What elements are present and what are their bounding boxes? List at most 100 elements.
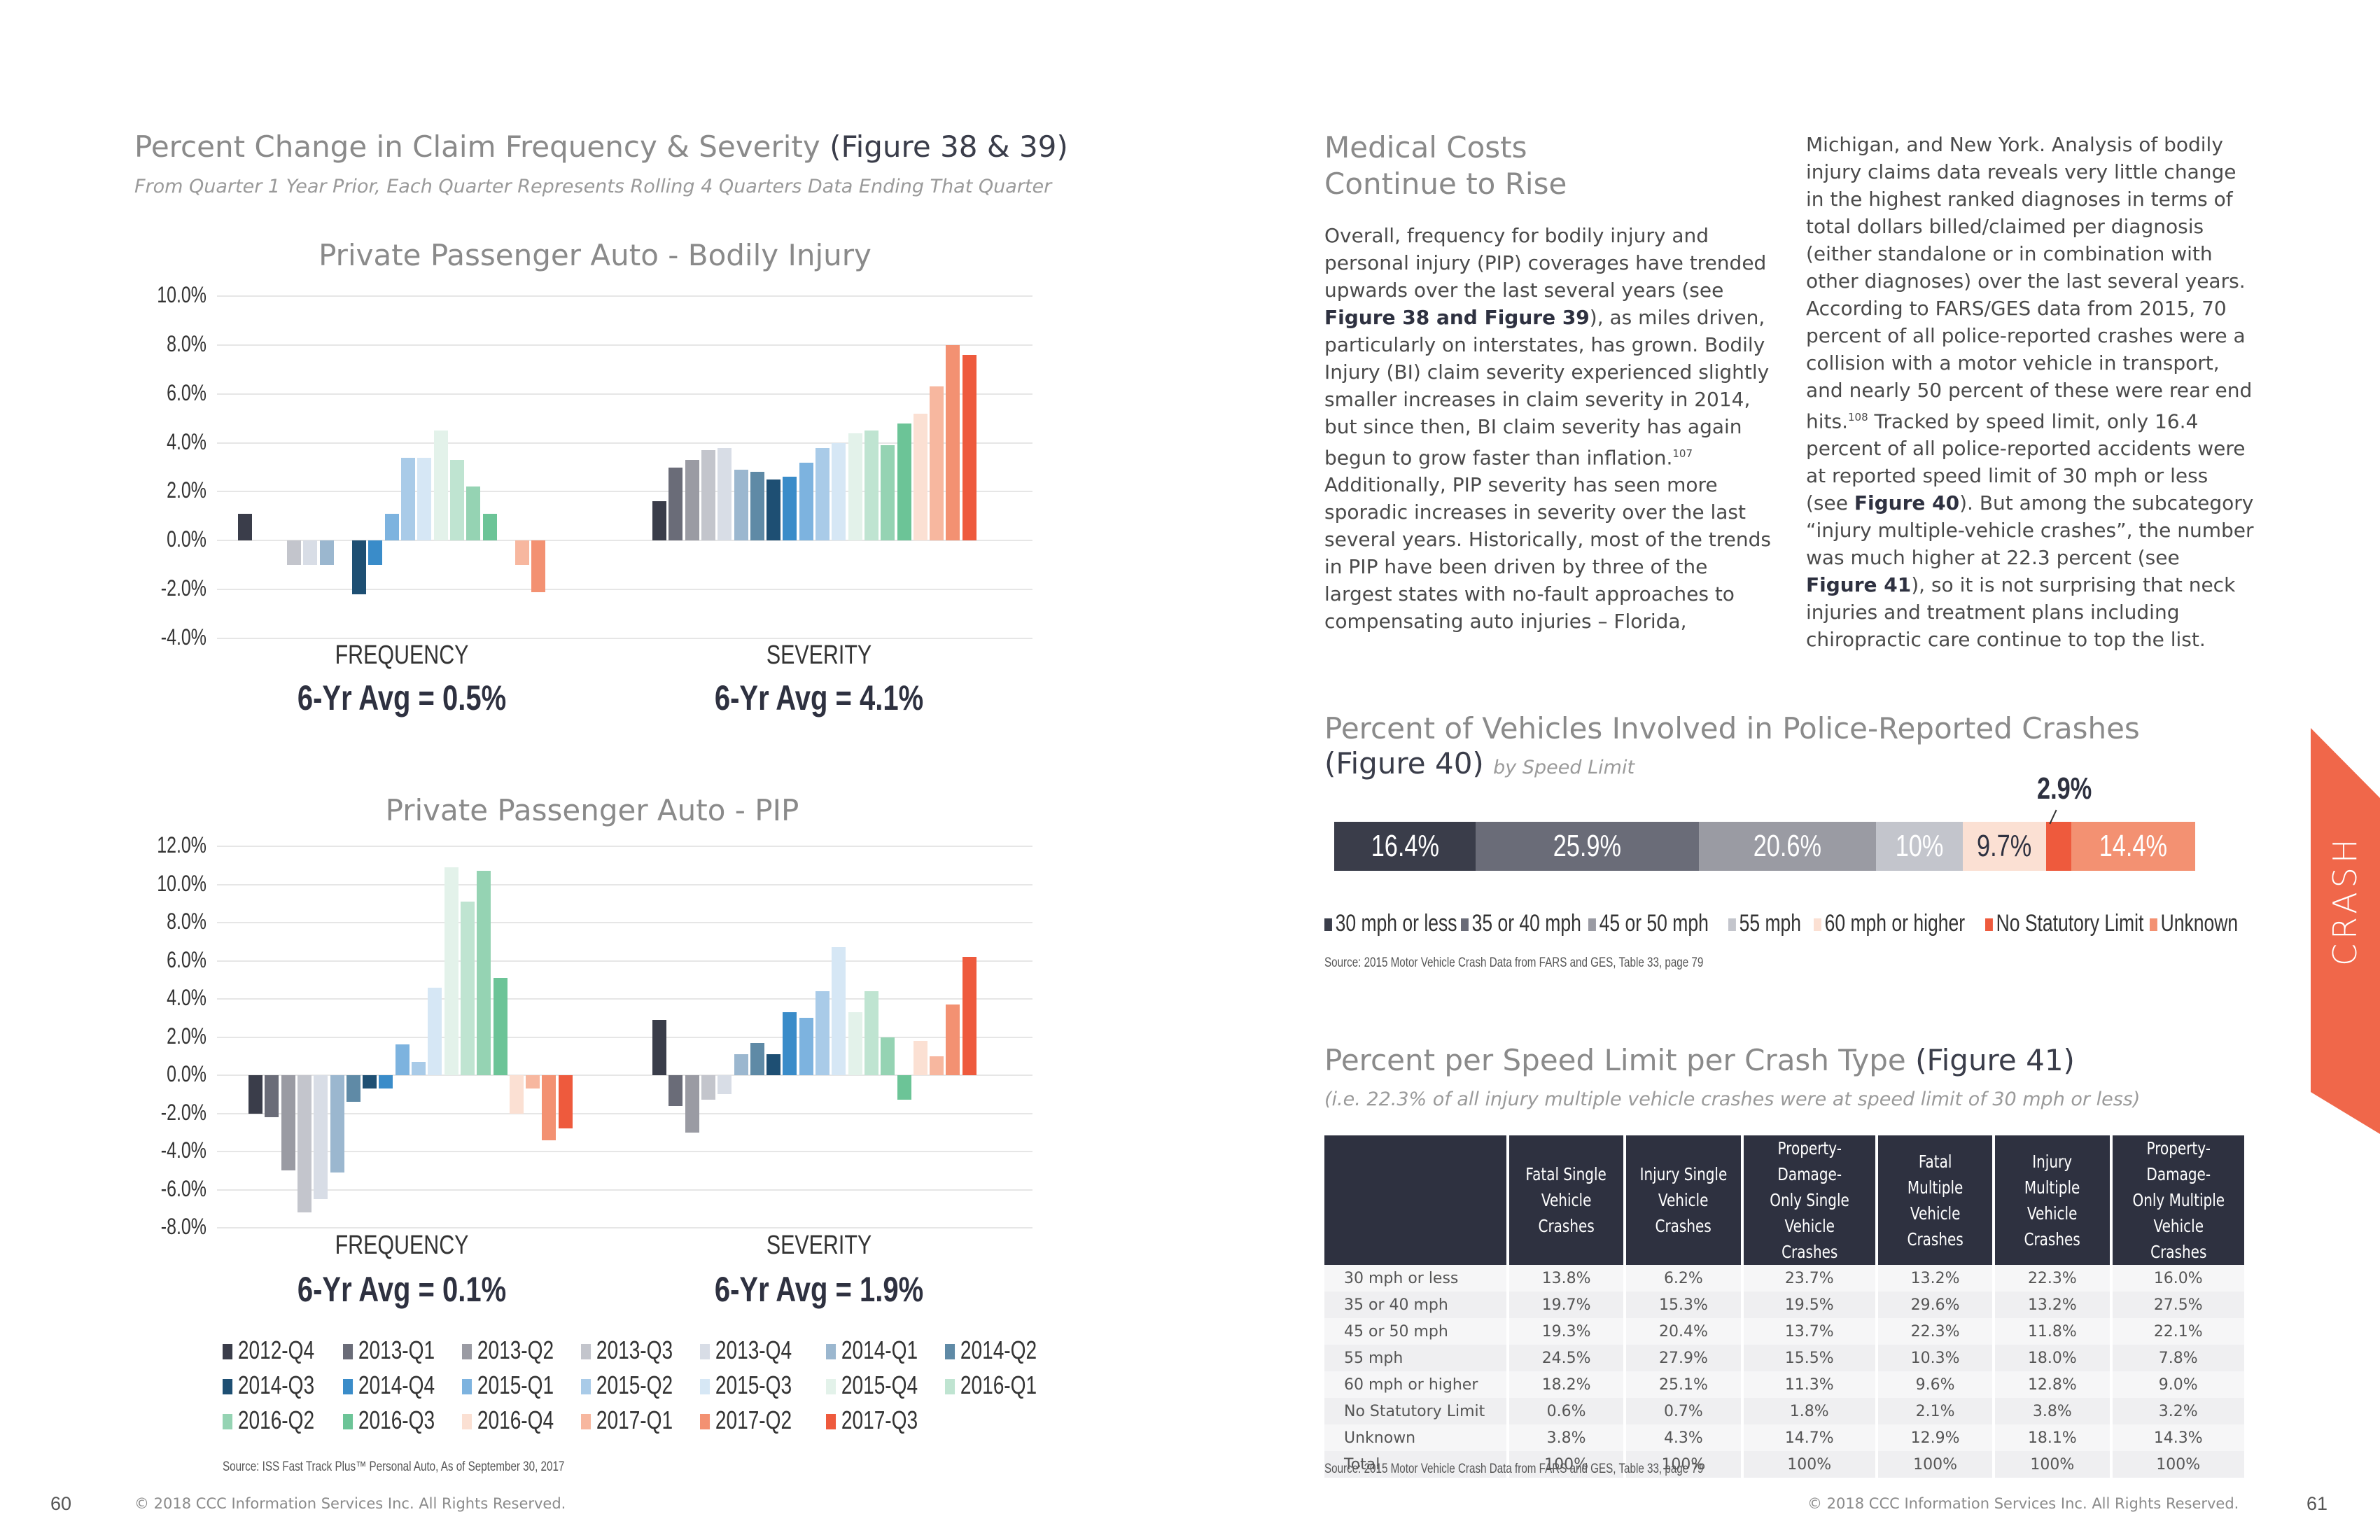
table-cell: 19.7% [1509,1292,1624,1318]
bar-frequency-2015-Q4 [444,867,458,1075]
table-cell: 12.9% [1877,1424,1993,1451]
bar-frequency-2014-Q3 [352,540,367,595]
bar-severity-2014-Q3 [766,1054,781,1075]
column-header-line: Vehicle Crashes [2024,1203,2081,1250]
bar-frequency-2017-Q1 [515,540,530,566]
pip-severity-label: SEVERITY [766,1231,872,1260]
bar-severity-2016-Q1 [864,991,878,1075]
y-tick-label: 4.0% [167,985,206,1010]
legend-swatch [462,1379,472,1395]
bar-frequency-2013-Q2 [281,1075,295,1171]
gridline [217,1189,1032,1191]
legend-item: 2014-Q3 [223,1371,314,1400]
pip-frequency-label: FREQUENCY [335,1231,469,1260]
legend-swatch [223,1414,233,1430]
table-cell: 3.8% [1995,1398,2110,1424]
table-row: 60 mph or higher 18.2% 25.1% 11.3% 9.6% 12.8%… [1324,1371,2244,1398]
table-cell: 22.3% [1877,1318,1993,1345]
bar-frequency-2014-Q3 [363,1075,377,1089]
bar-frequency-2017-Q2 [531,540,546,592]
legend-item: 2014-Q2 [945,1336,1037,1365]
legend-item: 2017-Q2 [700,1406,792,1435]
footnote-marker: 107 [1672,447,1693,460]
legend-label: 2016-Q3 [358,1406,435,1434]
column-header: Fatal Multiple Vehicle Crashes [1877,1135,1993,1265]
figure-reference: Figure 40 [1854,491,1960,515]
y-tick-label: -2.0% [160,575,206,601]
bar-severity-2017-Q1 [930,386,944,541]
column-header-line: Vehicle Crashes [2150,1216,2206,1262]
column-header-line: Injury Multiple [2024,1151,2080,1198]
bar-frequency-2016-Q2 [477,871,491,1075]
table-row: Unknown 3.8% 4.3% 14.7% 12.9% 18.1% 14.3% [1324,1424,2244,1451]
bar-severity-2013-Q4 [718,1075,732,1095]
legend-swatch [1985,918,1993,932]
legend-label: 2016-Q1 [960,1371,1037,1399]
table-cell: 13.8% [1509,1265,1624,1292]
legend-item: 2016-Q1 [945,1371,1037,1400]
segment-0: 16.4% [1334,822,1476,871]
fig40-title: Percent of Vehicles Involved in Police-R… [1324,711,2140,746]
legend-item: 2013-Q1 [343,1336,435,1365]
legend-label: No Statutory Limit [1996,910,2144,937]
table-cell: 19.3% [1509,1318,1624,1345]
bar-frequency-2012-Q4 [238,513,252,541]
bar-severity-2016-Q1 [864,430,878,541]
speed-legend-item: 45 or 50 mph [1588,910,1709,937]
table-cell: 2.1% [1877,1398,1993,1424]
bar-severity-2013-Q3 [701,450,715,541]
legend-label: 2015-Q2 [596,1371,673,1399]
gridline [217,1151,1032,1152]
row-label: 55 mph [1324,1345,1506,1371]
legend-item: 2013-Q3 [581,1336,673,1365]
gridline [217,883,1032,886]
legend-swatch [581,1414,592,1430]
legend-swatch [223,1379,233,1395]
gridline [217,1074,1032,1076]
article-text: Michigan, and New York. Analysis of bodi… [1806,133,2253,433]
table-corner [1324,1135,1506,1265]
bar-severity-2013-Q3 [701,1075,715,1100]
legend-label: 2012-Q4 [237,1336,315,1364]
legend-item: 2015-Q1 [462,1371,554,1400]
table-cell: 6.2% [1626,1265,1741,1292]
legend-label: 2015-Q1 [477,1371,554,1399]
section-tab-label: CRASH [2326,834,2364,966]
legend-item: 2015-Q4 [826,1371,918,1400]
y-tick-label: -4.0% [160,624,206,650]
column-header: Property-Damage- Only Single Vehicle Crash… [1743,1135,1875,1265]
table-cell: 9.6% [1877,1371,1993,1398]
section-tab [2311,728,2380,1134]
table-cell: 22.3% [1995,1265,2110,1292]
column-header: Injury Single Vehicle Crashes [1626,1135,1741,1265]
legend-swatch [581,1379,592,1395]
legend-swatch [945,1344,955,1360]
segment-label: 9.7% [1977,829,2032,863]
table-row: 30 mph or less 13.8% 6.2% 23.7% 13.2% 22.3% 16… [1324,1265,2244,1292]
bi-chart: 10.0% 8.0% 6.0% 4.0% 2.0% 0.0% -2.0% -4.0% [0,0,1050,770]
segment-2: 20.6% [1698,822,1877,871]
bar-severity-2016-Q4 [913,413,927,541]
speed-legend-item: 55 mph [1728,910,1801,937]
right-footer: © 2018 CCC Information Services Inc. All… [1807,1495,2239,1512]
legend-item: 2016-Q4 [462,1406,554,1435]
bar-severity-2017-Q3 [962,957,976,1075]
legend-swatch [343,1379,354,1395]
legend-item: 2017-Q3 [826,1406,918,1435]
bar-severity-2013-Q2 [685,1075,699,1133]
legend-swatch [700,1344,710,1360]
y-tick-label: 6.0% [167,379,206,405]
legend-item: 2015-Q2 [581,1371,673,1400]
bar-frequency-2016-Q3 [482,513,497,541]
legend-swatch [462,1414,472,1430]
table-cell: 14.7% [1743,1424,1875,1451]
table-cell: 9.0% [2112,1371,2244,1398]
y-tick-label: 10.0% [157,870,206,896]
bi-severity-label: SEVERITY [766,640,872,670]
column-header-line: Property-Damage- [2146,1138,2211,1184]
y-tick-label: 2.0% [167,1023,206,1049]
gridline [217,540,1032,542]
bar-severity-2016-Q3 [897,423,911,541]
bar-frequency-2015-Q3 [428,987,442,1075]
segment-label: 10% [1895,829,1944,863]
